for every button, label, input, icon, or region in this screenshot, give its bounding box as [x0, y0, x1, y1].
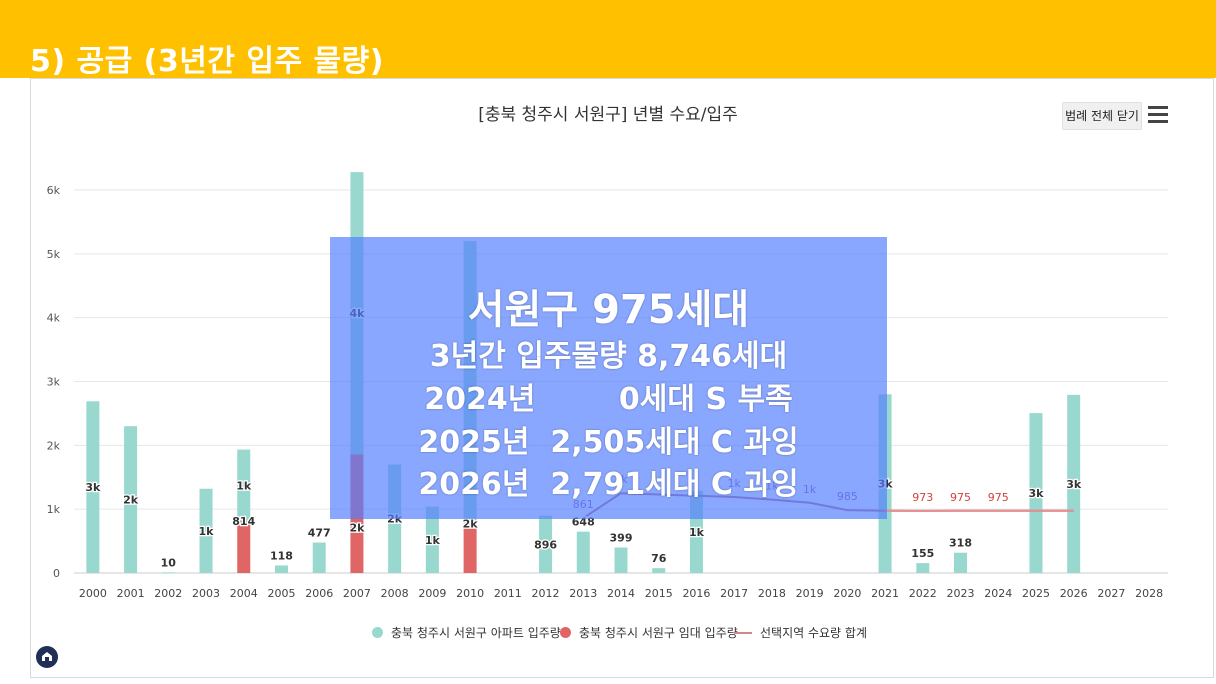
chart-title: [충북 청주시 서원구] 년별 수요/입주	[478, 105, 738, 125]
bar-rental	[237, 521, 251, 573]
bar-label-apartment: 896	[534, 538, 557, 551]
legend-dot-rental	[560, 627, 571, 638]
y-tick-label: 2k	[47, 439, 61, 452]
bar-label-apartment: 3k	[85, 481, 101, 494]
bar-label-apartment: 3k	[1066, 478, 1082, 491]
x-tick-label: 2028	[1135, 587, 1163, 600]
bar-rental	[463, 526, 477, 573]
x-tick-label: 2026	[1060, 587, 1088, 600]
x-tick-label: 2015	[645, 587, 673, 600]
legend-item-apartment[interactable]: 충북 청주시 서원구 아파트 입주량	[372, 624, 561, 641]
legend-label-rental: 충북 청주시 서원구 임대 입주량	[579, 626, 738, 640]
overlay-year-2024: 2024년 0세대 S 부족	[424, 382, 793, 417]
y-tick-label: 3k	[47, 376, 61, 389]
x-tick-label: 2019	[796, 587, 824, 600]
bar-apartment	[237, 449, 251, 522]
x-tick-label: 2013	[569, 587, 597, 600]
x-tick-label: 2016	[682, 587, 710, 600]
legend-item-demand[interactable]: 선택지역 수요량 합계	[734, 624, 867, 641]
bar-label-rental: 814	[232, 515, 255, 528]
hamburger-menu-icon[interactable]	[1148, 106, 1168, 124]
bar-label-apartment: 318	[949, 537, 972, 550]
x-tick-label: 2025	[1022, 587, 1050, 600]
bar-label-apartment: 2k	[123, 494, 139, 507]
bar-apartment	[652, 568, 666, 573]
bar-label-apartment: 1k	[425, 534, 441, 547]
legend-item-rental[interactable]: 충북 청주시 서원구 임대 입주량	[560, 624, 738, 641]
bar-apartment	[1067, 394, 1081, 573]
section-title: 5) 공급 (3년간 입주 물량)	[30, 44, 384, 79]
x-tick-label: 2020	[833, 587, 861, 600]
bar-label-apartment: 155	[911, 547, 934, 560]
demand-line-label: 975	[988, 491, 1009, 504]
x-tick-label: 2005	[267, 587, 295, 600]
bar-apartment	[576, 531, 590, 573]
x-tick-label: 2009	[418, 587, 446, 600]
bar-apartment	[124, 426, 138, 573]
bar-apartment	[614, 547, 628, 573]
demand-line-label: 973	[912, 491, 933, 504]
bar-label-apartment: 1k	[199, 525, 215, 538]
bar-apartment	[312, 542, 326, 573]
header-bar	[0, 0, 1216, 78]
overlay-year-2026: 2026년 2,791세대 C 과잉	[418, 467, 799, 502]
x-tick-label: 2027	[1097, 587, 1125, 600]
legend-label-apartment: 충북 청주시 서원구 아파트 입주량	[391, 626, 561, 640]
x-tick-label: 2021	[871, 587, 899, 600]
x-tick-label: 2007	[343, 587, 371, 600]
y-tick-label: 5k	[47, 248, 61, 261]
x-tick-label: 2000	[79, 587, 107, 600]
bar-label-rental: 2k	[463, 518, 479, 531]
y-tick-label: 6k	[47, 184, 61, 197]
legend-label-demand: 선택지역 수요량 합계	[760, 626, 867, 640]
overlay-year-2025: 2025년 2,505세대 C 과잉	[418, 425, 799, 460]
overlay-headline: 서원구 975세대	[467, 287, 750, 333]
bar-apartment	[274, 565, 288, 573]
x-tick-label: 2017	[720, 587, 748, 600]
bar-apartment	[1029, 413, 1043, 573]
legend-dot-apartment	[372, 627, 383, 638]
bar-label-apartment: 76	[651, 552, 667, 565]
bar-label-apartment: 10	[161, 556, 177, 569]
y-tick-label: 0	[53, 567, 60, 580]
x-tick-label: 2024	[984, 587, 1012, 600]
bar-apartment	[539, 515, 553, 573]
y-tick-label: 1k	[47, 503, 61, 516]
summary-overlay: 서원구 975세대 3년간 입주물량 8,746세대 2024년 0세대 S 부…	[330, 237, 887, 519]
bar-label-apartment: 1k	[236, 479, 252, 492]
x-tick-label: 2022	[909, 587, 937, 600]
x-tick-label: 2006	[305, 587, 333, 600]
x-tick-label: 2004	[230, 587, 258, 600]
legend-toggle-button[interactable]: 범례 전체 닫기	[1062, 102, 1142, 130]
x-tick-label: 2018	[758, 587, 786, 600]
bar-label-apartment: 399	[610, 532, 633, 545]
bar-apartment	[86, 401, 100, 573]
x-tick-label: 2010	[456, 587, 484, 600]
x-tick-label: 2003	[192, 587, 220, 600]
x-tick-label: 2014	[607, 587, 635, 600]
x-tick-label: 2008	[381, 587, 409, 600]
bar-apartment	[916, 563, 930, 573]
bar-apartment	[199, 488, 213, 573]
x-tick-label: 2011	[494, 587, 522, 600]
x-tick-label: 2023	[947, 587, 975, 600]
bar-apartment	[425, 506, 439, 573]
bar-label-apartment: 3k	[1028, 487, 1044, 500]
x-tick-label: 2012	[532, 587, 560, 600]
home-logo-icon	[36, 646, 58, 668]
bar-label-apartment: 477	[308, 527, 331, 540]
demand-line-label: 975	[950, 491, 971, 504]
bar-apartment	[161, 572, 175, 574]
x-tick-label: 2001	[117, 587, 145, 600]
bar-apartment	[954, 552, 968, 573]
bar-label-apartment: 1k	[689, 526, 705, 539]
bar-label-rental: 2k	[349, 522, 365, 535]
legend-line-demand	[734, 631, 752, 634]
x-tick-label: 2002	[154, 587, 182, 600]
y-tick-label: 4k	[47, 312, 61, 325]
overlay-total-supply: 3년간 입주물량 8,746세대	[429, 339, 788, 374]
bar-label-apartment: 118	[270, 549, 293, 562]
